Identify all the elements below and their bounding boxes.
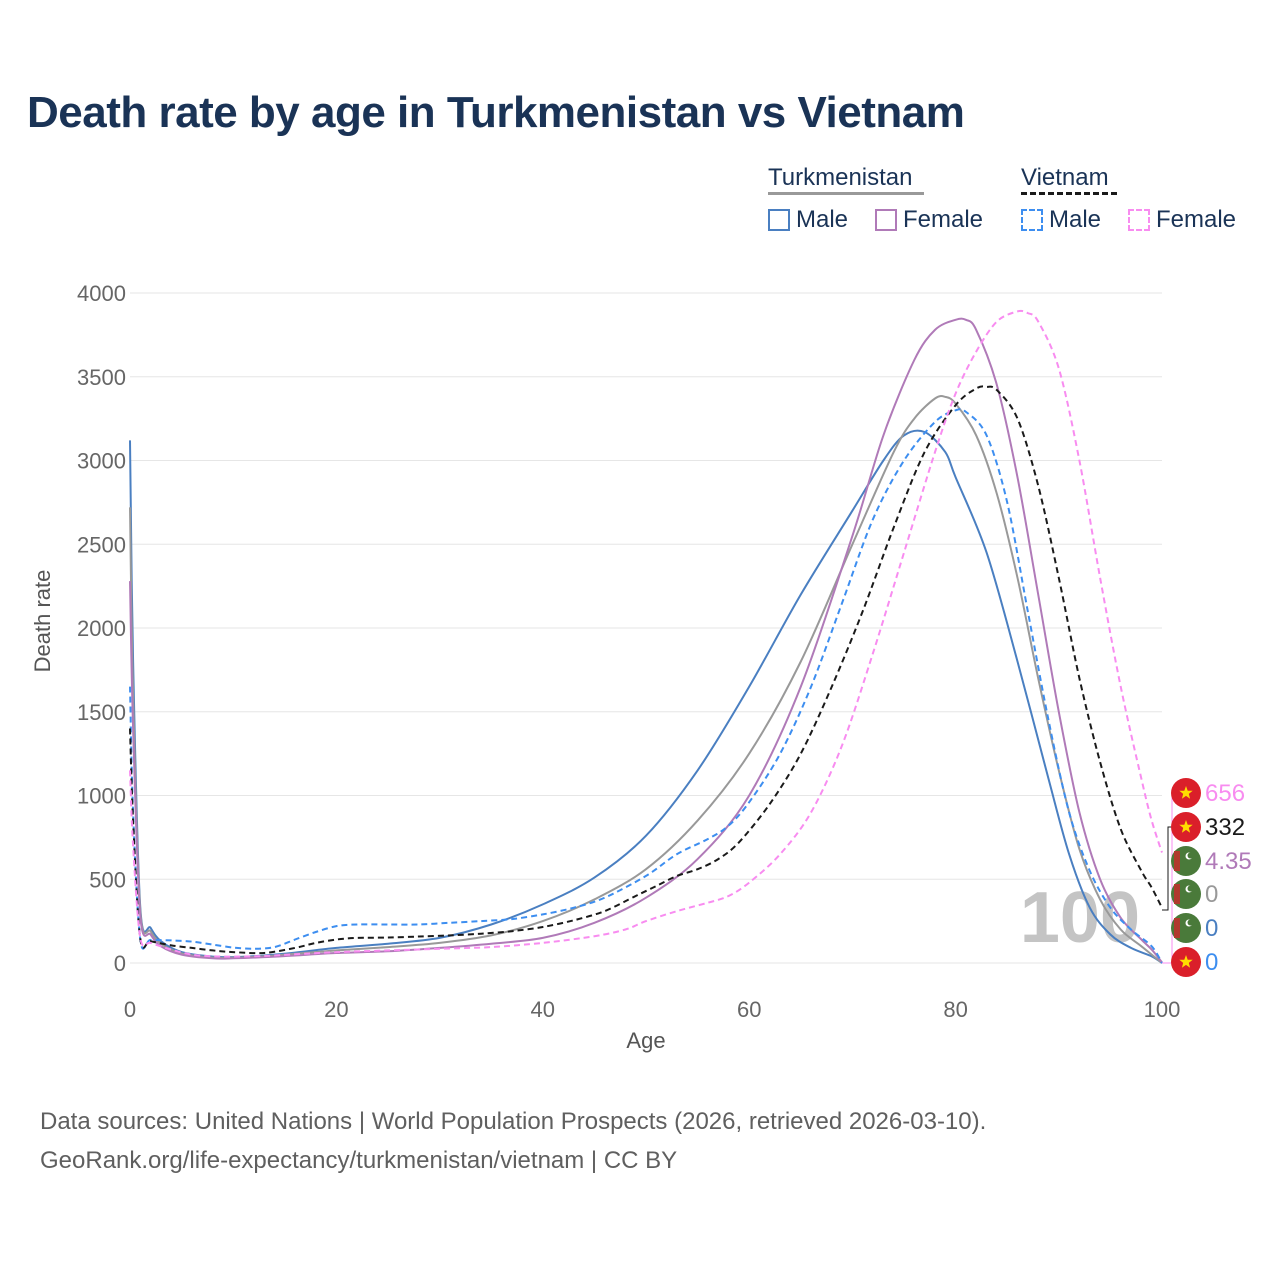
legend-swatch [768, 209, 790, 231]
legend-item-turkmenistan-male[interactable]: Male [768, 206, 848, 234]
end-label-value: 0 [1205, 949, 1218, 976]
x-tick-label: 80 [943, 997, 967, 1022]
legend-country-turkmenistan: Turkmenistan [768, 164, 913, 192]
flag-carpet-stripe [1174, 918, 1180, 938]
series-lines [129, 309, 1163, 964]
legend-vietnam-line [1021, 192, 1117, 195]
y-tick-label: 4000 [77, 281, 126, 306]
end-label-value: 0 [1205, 915, 1218, 942]
y-tick-label: 2500 [77, 532, 126, 557]
turkmenistan-flag-icon [1171, 846, 1201, 876]
vietnam-flag-icon [1171, 947, 1201, 977]
legend-label: Female [903, 206, 984, 233]
end-label-value: 656 [1205, 780, 1245, 807]
legend-turkmenistan-line [768, 192, 924, 195]
end-label-value: 4.35 [1205, 848, 1252, 875]
end-labels: 656 332 4.35 0 0 0 [1162, 778, 1252, 977]
legend-label: Male [796, 206, 849, 233]
series-line-turkmenistan-total[interactable] [129, 395, 1163, 964]
legend-swatch [1128, 209, 1150, 231]
series-line-vietnam-male[interactable] [129, 407, 1163, 964]
flag-crescent-cut [1187, 885, 1194, 892]
flag-star [1179, 955, 1193, 968]
series-line-turkmenistan-male[interactable] [129, 429, 1163, 964]
x-tick-label: 60 [737, 997, 761, 1022]
legend-label: Male [1049, 206, 1102, 233]
x-tick-label: 0 [124, 997, 136, 1022]
y-axis-ticks: 0 500 1000 1500 2000 2500 3000 3500 4000 [77, 281, 126, 976]
legend-country-label: Vietnam [1021, 164, 1109, 191]
flag-star [1179, 786, 1193, 799]
x-axis-label: Age [626, 1028, 665, 1053]
legend-item-vietnam-male[interactable]: Male [1021, 206, 1101, 234]
series-line-vietnam-female[interactable] [129, 309, 1163, 958]
flag-crescent-cut [1187, 852, 1194, 859]
end-label-value: 332 [1205, 814, 1245, 841]
x-tick-label: 100 [1144, 997, 1181, 1022]
legend-item-vietnam-female[interactable]: Female [1128, 206, 1236, 234]
y-tick-label: 3500 [77, 365, 126, 390]
y-tick-label: 500 [89, 867, 126, 892]
y-tick-label: 1000 [77, 784, 126, 809]
x-axis-ticks: 0 20 40 60 80 100 [124, 997, 1180, 1022]
legend-country-vietnam: Vietnam [1021, 164, 1109, 192]
turkmenistan-flag-icon [1171, 913, 1201, 943]
legend-item-turkmenistan-female[interactable]: Female [875, 206, 983, 234]
flag-star [1179, 820, 1193, 833]
y-tick-label: 3000 [77, 449, 126, 474]
y-tick-label: 1500 [77, 700, 126, 725]
series-line-vietnam-total[interactable] [129, 385, 1163, 955]
source-line-1: Data sources: United Nations | World Pop… [40, 1108, 987, 1135]
chart-title: Death rate by age in Turkmenistan vs Vie… [27, 88, 965, 137]
x-tick-label: 40 [531, 997, 555, 1022]
series-line-turkmenistan-female[interactable] [129, 317, 1163, 963]
grid-lines [130, 292, 1162, 964]
vietnam-flag-icon [1171, 812, 1201, 842]
flag-crescent-cut [1187, 919, 1194, 926]
flag-carpet-stripe [1174, 884, 1180, 904]
flag-carpet-stripe [1174, 851, 1180, 871]
turkmenistan-flag-icon [1171, 879, 1201, 909]
vietnam-flag-icon [1171, 778, 1201, 808]
legend-swatch [875, 209, 897, 231]
x-tick-label: 20 [324, 997, 348, 1022]
y-axis-label: Death rate [30, 570, 55, 673]
legend-country-label: Turkmenistan [768, 164, 913, 191]
legend-swatch [1021, 209, 1043, 231]
end-label-value: 0 [1205, 881, 1218, 908]
source-line-2[interactable]: GeoRank.org/life-expectancy/turkmenistan… [40, 1147, 678, 1174]
y-tick-label: 0 [114, 951, 126, 976]
legend-label: Female [1156, 206, 1237, 233]
y-tick-label: 2000 [77, 616, 126, 641]
